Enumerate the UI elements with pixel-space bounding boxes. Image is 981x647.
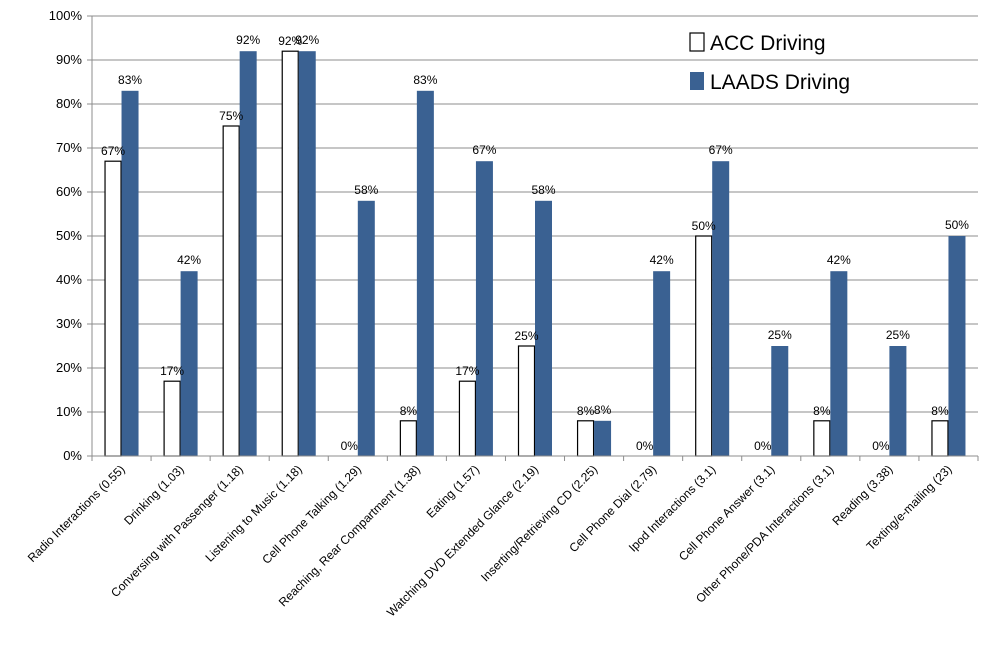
data-label-laads: 92% [236,33,260,47]
bar-laads-driving [653,271,671,456]
bar-laads-driving [416,90,434,457]
bar-laads-driving [712,161,730,456]
x-axis-category-labels: Radio Interactions (0.55)Drinking (1.03)… [25,462,955,619]
data-label-laads: 67% [709,143,733,157]
y-axis-tick-labels: 0% 10% 20% 30% 40% 50% 60% 70% 80% 90% 100% [49,8,83,463]
bar-laads-driving [889,346,907,456]
bar-laads-driving [475,161,493,456]
data-label-laads: 58% [531,183,555,197]
y-tick-label: 60% [56,184,82,199]
data-label-laads: 42% [827,253,851,267]
y-tick-label: 90% [56,52,82,67]
bar-laads-driving [357,200,375,456]
bar-laads-driving [121,90,139,457]
data-label-acc: 50% [692,219,716,233]
y-tick-label: 0% [63,448,82,463]
y-tick-label: 20% [56,360,82,375]
y-tick-label: 40% [56,272,82,287]
data-label-acc: 0% [754,439,772,453]
legend-swatch-laads [690,72,704,90]
bar-laads-driving [239,51,257,456]
bar-acc-driving [458,380,477,457]
bar-acc-driving [576,420,595,457]
legend-swatch-acc [689,32,705,52]
data-label-acc: 25% [514,329,538,343]
axes [91,16,979,461]
data-label-laads: 92% [295,33,319,47]
data-label-laads: 58% [354,183,378,197]
data-label-acc: 8% [813,404,831,418]
bar-acc-driving [163,380,181,457]
x-category-label: Cell Phone Answer (3.1) [676,462,777,563]
bar-laads-driving [771,346,789,456]
y-tick-label: 30% [56,316,82,331]
data-label-acc: 0% [341,439,359,453]
data-label-laads: 25% [768,328,792,342]
bars [104,50,966,457]
data-label-acc: 17% [455,364,479,378]
data-label-laads: 25% [886,328,910,342]
data-label-acc: 92% [278,34,302,48]
data-label-acc: 17% [160,364,184,378]
y-tick-label: 10% [56,404,82,419]
bar-laads-driving [298,51,316,456]
bar-laads-driving [535,200,552,456]
x-category-label: Radio Interactions (0.55) [25,462,128,565]
bar-acc-driving [813,420,831,457]
y-tick-label: 80% [56,96,82,111]
x-category-label: Reading (3.38) [829,462,895,528]
bar-laads-driving [830,271,848,456]
data-label-laads: 42% [177,253,201,267]
data-label-acc: 0% [636,439,654,453]
x-category-label: Drinking (1.03) [121,462,187,528]
data-label-acc: 8% [577,404,595,418]
bar-laads-driving [180,271,198,456]
data-label-laads: 50% [945,218,969,232]
data-label-laads: 67% [472,143,496,157]
legend-label-laads: LAADS Driving [710,71,850,94]
bar-acc-driving [517,345,536,457]
bar-acc-driving [281,50,299,457]
data-label-laads: 8% [594,403,612,417]
data-label-laads: 42% [650,253,674,267]
bar-acc-driving [695,235,713,457]
data-label-laads: 83% [118,73,142,87]
y-tick-label: 50% [56,228,82,243]
data-label-acc: 8% [931,404,949,418]
x-category-label: Cell Phone Talking (1.29) [259,462,364,567]
legend: ACC Driving LAADS Driving [689,32,850,94]
data-label-acc: 75% [219,109,243,123]
data-label-acc: 0% [872,439,890,453]
data-label-acc: 67% [101,144,125,158]
data-labels: 67%83%17%42%75%92% 92%92%0%58%8%83%17%67%… [101,33,969,453]
legend-label-acc: ACC Driving [710,32,826,55]
data-label-acc: 8% [400,404,418,418]
bar-acc-driving [931,420,949,457]
y-tick-label: 100% [49,8,83,23]
bar-acc-driving [104,160,122,457]
bar-acc-driving [222,125,240,457]
data-label-laads: 83% [413,73,437,87]
x-category-label: Inserting/Retrieving CD (2.25) [478,462,600,584]
bar-laads-driving [594,420,612,456]
x-category-label: Eating (1.57) [424,462,482,520]
y-tick-label: 70% [56,140,82,155]
x-category-label: Listening to Music (1.18) [203,462,305,564]
bar-acc-driving [399,420,417,457]
bar-laads-driving [948,236,966,456]
